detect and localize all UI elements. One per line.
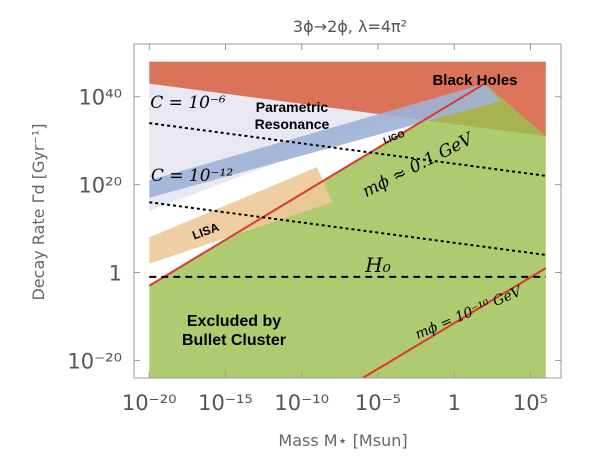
x-axis-title: Mass M⋆ [Msun]	[278, 431, 407, 450]
label-C-1e-6: C = 10⁻⁶	[150, 93, 226, 113]
chart-title: 3ϕ→2ϕ, λ=4π²	[293, 17, 407, 36]
region-parametric-resonance	[149, 61, 546, 211]
y-tick-label: 10⁻²⁰	[67, 349, 122, 373]
x-tick-label: 10⁻²⁰	[122, 391, 177, 415]
y-tick-label: 1	[109, 262, 122, 286]
line-C-1e-6	[149, 122, 546, 177]
line-m-phi-1e-10GeV	[362, 267, 547, 378]
label-parametric-resonance: Parametric Resonance	[255, 99, 330, 132]
x-tick-label: 10⁵	[513, 391, 548, 415]
y-axis-ticks: 10⁴⁰ 10²⁰ 1 10⁻²⁰	[67, 86, 561, 373]
line-C-1e-12	[149, 201, 546, 256]
x-axis-ticks: 10⁻²⁰ 10⁻¹⁵ 10⁻¹⁰ 10⁻⁵ 1 10⁵	[122, 44, 548, 415]
region-lisa	[149, 167, 333, 264]
x-tick-label: 1	[448, 391, 461, 415]
region-excluded-by-bullet-cluster	[149, 83, 546, 378]
line-m-phi-0.1GeV	[148, 82, 486, 287]
label-black-holes: Black Holes	[432, 72, 517, 89]
region-ligo	[149, 83, 501, 198]
label-excluded-by-bullet-cluster: Excluded by Bullet Cluster	[182, 313, 286, 349]
y-tick-label: 10⁴⁰	[78, 86, 122, 110]
regions-layer	[149, 61, 546, 378]
plot-frame	[133, 43, 562, 379]
label-C-1e-12: C = 10⁻¹²	[151, 166, 233, 186]
x-tick-label: 10⁻¹⁵	[198, 391, 253, 415]
x-tick-label: 10⁻¹⁰	[274, 391, 329, 415]
lines-layer	[148, 82, 547, 378]
y-axis-title: Decay Rate Γd [Gyr⁻¹]	[29, 123, 48, 300]
y-tick-label: 10²⁰	[78, 174, 122, 198]
label-H0: H₀	[364, 253, 390, 277]
x-tick-label: 10⁻⁵	[355, 391, 401, 415]
